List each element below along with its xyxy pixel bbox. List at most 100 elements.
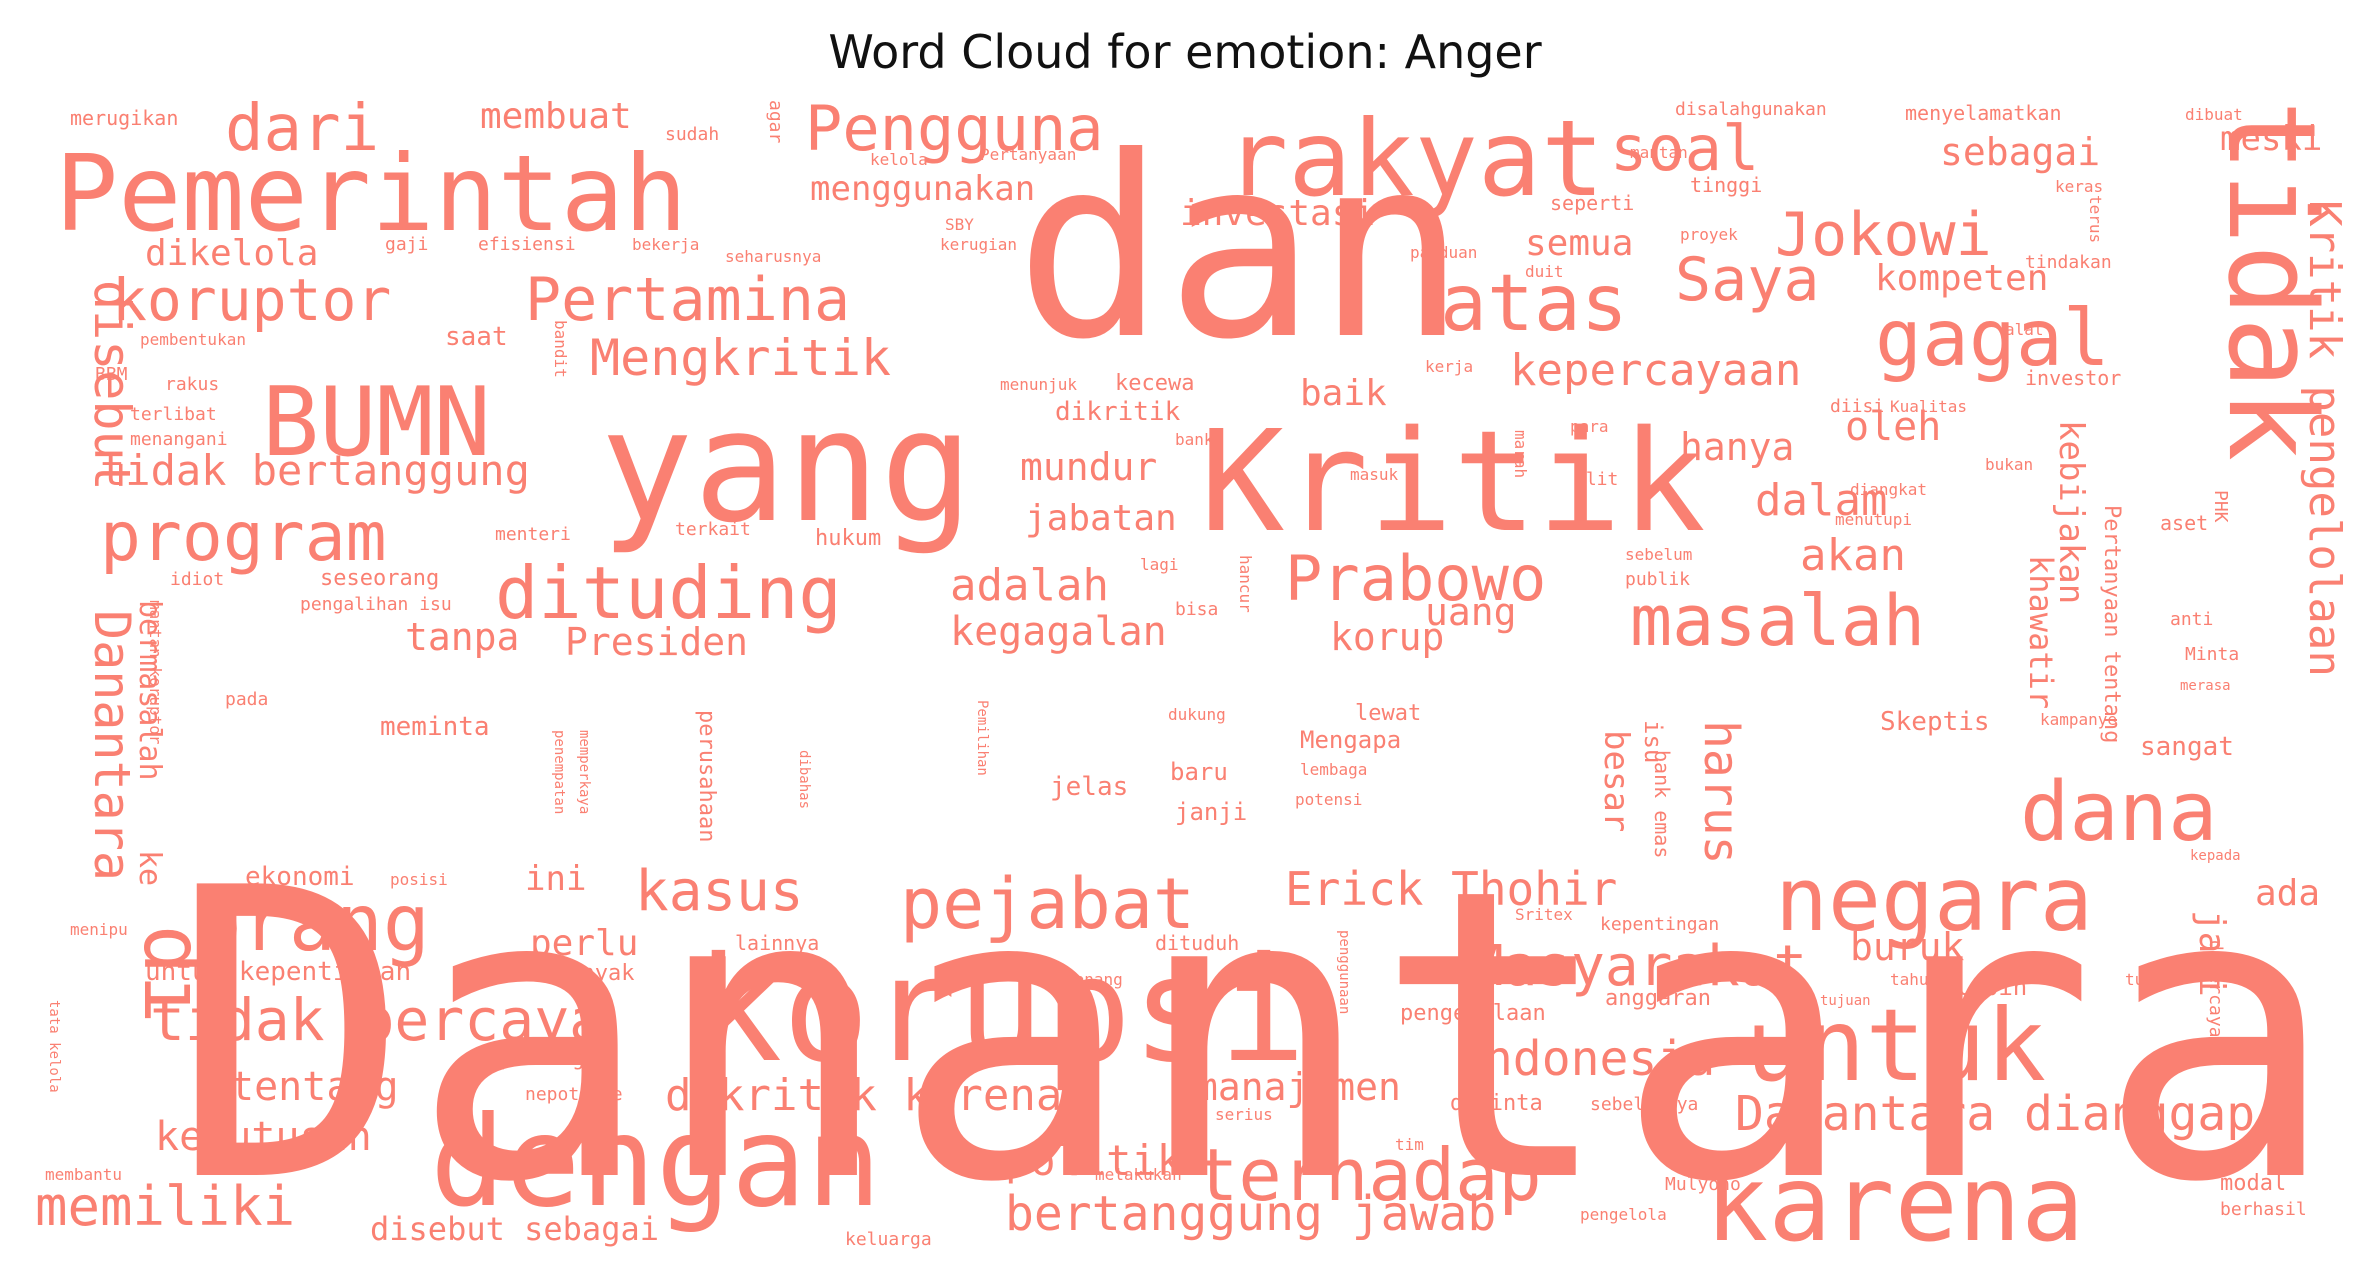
cloud-word-menangani: menangani xyxy=(130,429,228,450)
cloud-word-masuk: masuk xyxy=(1350,465,1399,484)
cloud-word-nepotisme: nepotisme xyxy=(525,1084,623,1105)
cloud-word-bermasalah: bermasalah xyxy=(132,600,167,781)
cloud-word-keluarga: keluarga xyxy=(845,1229,932,1250)
cloud-word-dengan: dengan xyxy=(430,1090,882,1235)
cloud-word-harus: harus xyxy=(1693,720,1749,865)
cloud-word-sudah: sudah xyxy=(665,124,719,145)
cloud-word-danantara-dianggap: Danantara dianggap xyxy=(1735,1086,2255,1142)
cloud-word-oleh: oleh xyxy=(1845,404,1941,450)
cloud-word-proyek: proyek xyxy=(1680,225,1738,244)
cloud-word-modal: modal xyxy=(2220,1171,2286,1196)
cloud-word-dari: dari xyxy=(225,92,379,166)
cloud-word-seharusnya: seharusnya xyxy=(725,247,821,266)
cloud-word-agar: agar xyxy=(765,100,786,144)
cloud-word-seseorang: seseorang xyxy=(320,566,439,591)
cloud-word-kritik-pengelolaan: Kritik pengelolaan xyxy=(2299,200,2350,677)
cloud-word-masyarakat: Masyarakat xyxy=(1470,934,1807,999)
cloud-word-pertanyaan: Pertanyaan xyxy=(980,145,1076,164)
cloud-word-pengelola: pengelola xyxy=(1580,1205,1667,1224)
cloud-word-duit: duit xyxy=(1525,262,1564,281)
cloud-word-tidak-bertanggung: tidak bertanggung xyxy=(100,446,530,495)
cloud-word-merugikan: merugikan xyxy=(70,106,178,130)
cloud-word-isu: isu xyxy=(1639,720,1667,763)
cloud-word-tim: tim xyxy=(1395,1135,1424,1154)
cloud-word-terlibat: terlibat xyxy=(130,404,217,425)
cloud-word-pemilihan: Pemilihan xyxy=(974,700,990,776)
cloud-word-phk: PHK xyxy=(2210,490,2231,523)
cloud-word-akan: akan xyxy=(1800,530,1906,581)
cloud-word-perlu: perlu xyxy=(530,923,638,964)
cloud-word-penggunaan: penggunaan xyxy=(1336,930,1352,1014)
cloud-word-panduan: panduan xyxy=(1410,243,1477,262)
cloud-word-untuk-kepentingan: untuk kepentingan xyxy=(145,957,411,987)
cloud-word-sebelumnya: sebelumnya xyxy=(1590,1094,1698,1115)
cloud-word-diminta: diminta xyxy=(1450,1091,1543,1116)
cloud-word-masalah: masalah xyxy=(1630,580,1925,662)
cloud-word-dituduh: dituduh xyxy=(1155,931,1239,955)
cloud-word-perusahaan: perusahaan xyxy=(694,710,719,842)
cloud-word-danantara: Danantara xyxy=(170,805,2337,1270)
cloud-word-saat: saat xyxy=(445,322,508,352)
cloud-word-pengguna: Pengguna xyxy=(805,92,1104,165)
cloud-word-banyak: banyak xyxy=(555,961,634,986)
chart-title: Word Cloud for emotion: Anger xyxy=(828,25,1542,79)
cloud-word-lebih: lebih xyxy=(1955,973,2027,1001)
cloud-word-pejabat: pejabat xyxy=(900,863,1195,945)
cloud-word-presiden: Presiden xyxy=(565,620,748,664)
cloud-word-posisi: posisi xyxy=(390,870,448,889)
cloud-word-sritex: Sritex xyxy=(1515,905,1573,924)
cloud-word-penting: penting xyxy=(500,1046,584,1070)
cloud-word-diangkat: diangkat xyxy=(1850,480,1927,499)
cloud-word-hukum: hukum xyxy=(815,526,881,551)
cloud-word-keras: keras xyxy=(2055,177,2103,196)
cloud-word-ekonomi: ekonomi xyxy=(245,862,355,892)
cloud-word-meski: meski xyxy=(2220,119,2322,159)
cloud-word-mengapa: Mengapa xyxy=(1300,726,1401,754)
cloud-word-pemerintah: Pemerintah xyxy=(55,133,687,255)
cloud-word-bukan: bukan xyxy=(1985,455,2033,474)
cloud-word-menipu: menipu xyxy=(70,920,128,939)
cloud-word-tutup: tutup xyxy=(2125,970,2173,989)
cloud-word-serius: serius xyxy=(1215,1105,1273,1124)
cloud-word-negara: negara xyxy=(1775,848,2093,951)
cloud-word-kepada: kepada xyxy=(2190,848,2241,864)
cloud-word-manajemen: manajemen xyxy=(1195,1065,1401,1109)
cloud-word-dibuat: dibuat xyxy=(2185,105,2243,124)
cloud-word-para: para xyxy=(1570,417,1609,436)
cloud-word-bank-emas: bank emas xyxy=(1650,750,1674,858)
cloud-word-melakukan: melakukan xyxy=(1095,1165,1182,1184)
cloud-word-sebelum: sebelum xyxy=(1625,545,1692,564)
cloud-word-prabowo: Prabowo xyxy=(1285,542,1546,615)
cloud-word-jabatan: jabatan xyxy=(1025,498,1177,539)
cloud-word-tindakan: tindakan xyxy=(2025,252,2112,273)
cloud-word-bbm: BBM xyxy=(95,364,128,385)
cloud-word-tata-kelola: tata kelola xyxy=(46,1000,62,1093)
cloud-word-penempatan: penempatan xyxy=(551,730,567,814)
cloud-word-lewat: lewat xyxy=(1355,701,1421,726)
cloud-word-tentang: tentang xyxy=(230,1064,399,1110)
cloud-word-dana: dana xyxy=(2020,765,2217,860)
cloud-word-di: di xyxy=(125,925,220,1024)
cloud-word-program: program xyxy=(100,498,387,577)
cloud-word-korup: korup xyxy=(1330,615,1444,659)
cloud-word-berhasil: berhasil xyxy=(2220,1199,2307,1220)
cloud-word-korupsi: korupsi xyxy=(695,926,1306,1095)
cloud-word-uang: uang xyxy=(1425,590,1517,634)
cloud-word-dikelola: dikelola xyxy=(145,233,318,274)
cloud-word-bandit: bandit xyxy=(551,320,570,378)
cloud-word-jadi: jadi xyxy=(2191,910,2232,997)
cloud-word-kegagalan: kegagalan xyxy=(950,609,1167,655)
cloud-word-kepentingan: kepentingan xyxy=(1600,914,1719,935)
cloud-word-kasus: kasus xyxy=(635,859,804,924)
cloud-word-gaji: gaji xyxy=(385,234,428,255)
cloud-word-meminta: meminta xyxy=(380,712,490,742)
cloud-word-kualitas: Kualitas xyxy=(1890,397,1967,416)
cloud-word-alat: alat xyxy=(2005,320,2044,339)
cloud-word-bumn: BUMN xyxy=(262,368,491,478)
cloud-word-kerja: kerja xyxy=(1425,357,1473,376)
cloud-word-erick-thohir: Erick Thohir xyxy=(1285,862,1617,916)
cloud-word-marah: marah xyxy=(1511,430,1530,478)
cloud-word-keputusan: keputusan xyxy=(155,1114,372,1160)
cloud-word-disebut-sebagai: disebut sebagai xyxy=(370,1210,659,1248)
